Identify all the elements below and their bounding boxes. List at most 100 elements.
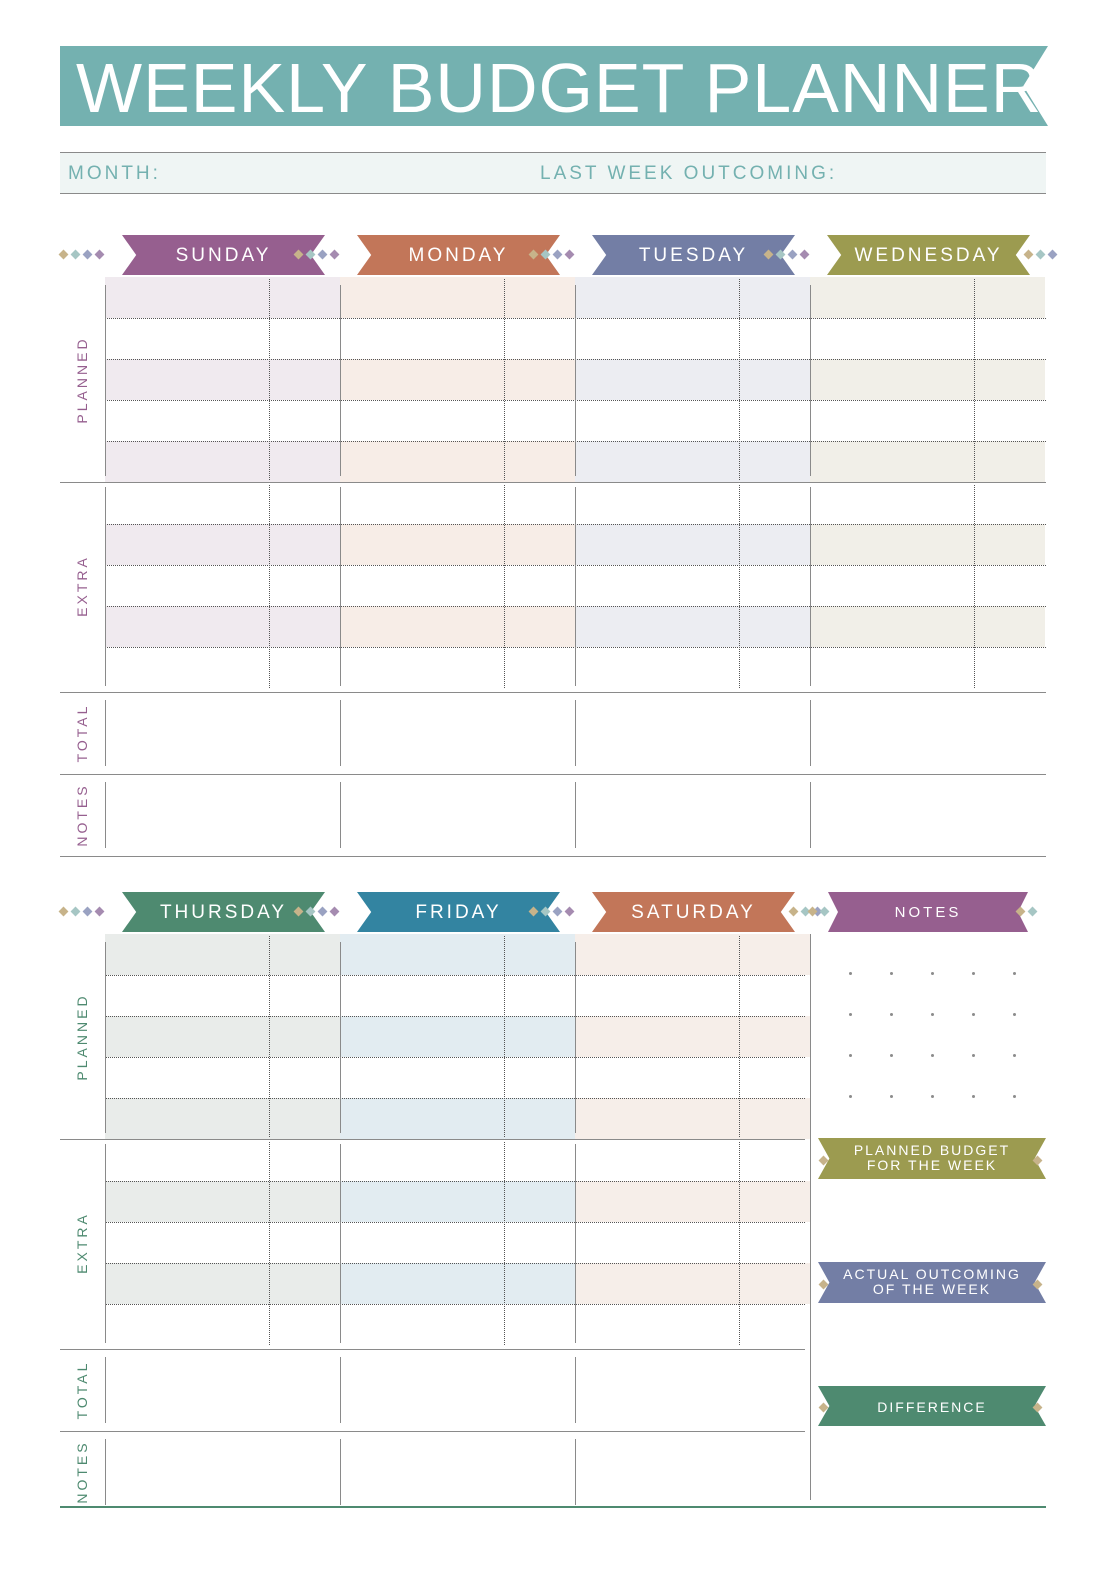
planned-entry-row[interactable] xyxy=(105,1057,340,1098)
extra-entry-row[interactable] xyxy=(105,565,340,606)
notes-cell[interactable] xyxy=(810,774,1045,856)
extra-entry-row[interactable] xyxy=(105,647,340,688)
planned-entry-row[interactable] xyxy=(340,934,575,975)
extra-entry-row[interactable] xyxy=(810,606,1045,647)
total-cell[interactable] xyxy=(105,692,340,774)
planned-entry-row[interactable] xyxy=(105,1016,340,1057)
planned-entry-row[interactable] xyxy=(340,359,575,400)
notes-dot xyxy=(1013,972,1016,975)
extra-entry-row[interactable] xyxy=(340,1222,575,1263)
extra-entry-row[interactable] xyxy=(340,565,575,606)
extra-entry-row[interactable] xyxy=(810,565,1045,606)
extra-entry-row[interactable] xyxy=(340,524,575,565)
planned-entry-row[interactable] xyxy=(575,1098,810,1139)
planned-entry-row[interactable] xyxy=(340,1098,575,1139)
planned-entry-row[interactable] xyxy=(575,318,810,359)
notes-cell[interactable] xyxy=(575,1431,810,1513)
planned-entry-row[interactable] xyxy=(105,975,340,1016)
planned-entry-row[interactable] xyxy=(810,277,1045,318)
extra-entry-row[interactable] xyxy=(575,565,810,606)
planned-entry-row[interactable] xyxy=(340,277,575,318)
extra-entry-row[interactable] xyxy=(340,483,575,524)
planned-entry-row[interactable] xyxy=(575,441,810,482)
extra-entry-row[interactable] xyxy=(340,1140,575,1181)
notes-cell[interactable] xyxy=(340,1431,575,1513)
extra-entry-row[interactable] xyxy=(575,1181,810,1222)
extra-entry-row[interactable] xyxy=(575,524,810,565)
extra-entry-row[interactable] xyxy=(105,1181,340,1222)
planned-entry-row[interactable] xyxy=(340,318,575,359)
planned-entry-row[interactable] xyxy=(340,400,575,441)
notes-cell[interactable] xyxy=(340,774,575,856)
extra-entry-row[interactable] xyxy=(105,524,340,565)
planned-entry-row[interactable] xyxy=(575,277,810,318)
extra-entry-row[interactable] xyxy=(575,1304,810,1345)
extra-entry-row[interactable] xyxy=(810,524,1045,565)
planned-entry-row[interactable] xyxy=(340,1016,575,1057)
planned-entry-row[interactable] xyxy=(105,318,340,359)
extra-entry-row[interactable] xyxy=(810,647,1045,688)
extra-entry-row[interactable] xyxy=(105,1304,340,1345)
planned-entry-row[interactable] xyxy=(105,277,340,318)
planned-entry-row[interactable] xyxy=(105,934,340,975)
planned-entry-row[interactable] xyxy=(340,975,575,1016)
total-cell[interactable] xyxy=(105,1349,340,1431)
notes-cell[interactable] xyxy=(105,1431,340,1513)
column-rule xyxy=(810,285,811,476)
planned-entry-row[interactable] xyxy=(340,1057,575,1098)
planned-budget-field[interactable] xyxy=(818,1182,1046,1258)
extra-entry-row[interactable] xyxy=(340,1304,575,1345)
diamond-ornament xyxy=(819,906,830,917)
planned-entry-row[interactable] xyxy=(105,441,340,482)
notes-cell[interactable] xyxy=(575,774,810,856)
diamond-ornament xyxy=(799,249,810,260)
extra-entry-row[interactable] xyxy=(575,1222,810,1263)
extra-entry-row[interactable] xyxy=(340,606,575,647)
column-rule xyxy=(340,1144,341,1343)
extra-entry-row[interactable] xyxy=(575,606,810,647)
extra-entry-row[interactable] xyxy=(340,1263,575,1304)
column-rule xyxy=(810,700,811,766)
actual-outcoming-field[interactable] xyxy=(818,1306,1046,1382)
planned-entry-row[interactable] xyxy=(575,1016,810,1057)
planned-entry-row[interactable] xyxy=(810,359,1045,400)
extra-entry-row[interactable] xyxy=(810,483,1045,524)
extra-entry-row[interactable] xyxy=(105,1222,340,1263)
planned-entry-row[interactable] xyxy=(105,359,340,400)
total-cell[interactable] xyxy=(575,692,810,774)
planned-entry-row[interactable] xyxy=(575,1057,810,1098)
planned-entry-row[interactable] xyxy=(575,934,810,975)
total-cell[interactable] xyxy=(340,1349,575,1431)
side-notes-area[interactable] xyxy=(815,934,1046,1134)
planned-entry-row[interactable] xyxy=(810,318,1045,359)
total-cell[interactable] xyxy=(340,692,575,774)
extra-entry-row[interactable] xyxy=(340,1181,575,1222)
extra-entry-row[interactable] xyxy=(105,1140,340,1181)
extra-entry-row[interactable] xyxy=(105,483,340,524)
planned-entry-row[interactable] xyxy=(810,441,1045,482)
diamond-ornament xyxy=(818,1155,829,1166)
extra-entry-row[interactable] xyxy=(575,647,810,688)
planned-entry-row[interactable] xyxy=(810,400,1045,441)
difference-field[interactable] xyxy=(818,1430,1046,1500)
planned-entry-row[interactable] xyxy=(575,359,810,400)
side-panel-rule xyxy=(810,934,811,1500)
column-rule xyxy=(105,285,106,476)
extra-entry-row[interactable] xyxy=(575,1263,810,1304)
extra-entry-row[interactable] xyxy=(575,1140,810,1181)
planned-entry-row[interactable] xyxy=(105,400,340,441)
planned-entry-row[interactable] xyxy=(340,441,575,482)
total-cell[interactable] xyxy=(810,692,1045,774)
notes-dot xyxy=(849,1095,852,1098)
total-cell[interactable] xyxy=(575,1349,810,1431)
amount-divider xyxy=(739,279,740,480)
extra-entry-row[interactable] xyxy=(105,606,340,647)
extra-entry-row[interactable] xyxy=(105,1263,340,1304)
extra-entry-row[interactable] xyxy=(340,647,575,688)
planned-entry-row[interactable] xyxy=(105,1098,340,1139)
notes-cell[interactable] xyxy=(105,774,340,856)
amount-divider xyxy=(269,936,270,1137)
planned-entry-row[interactable] xyxy=(575,400,810,441)
extra-entry-row[interactable] xyxy=(575,483,810,524)
planned-entry-row[interactable] xyxy=(575,975,810,1016)
